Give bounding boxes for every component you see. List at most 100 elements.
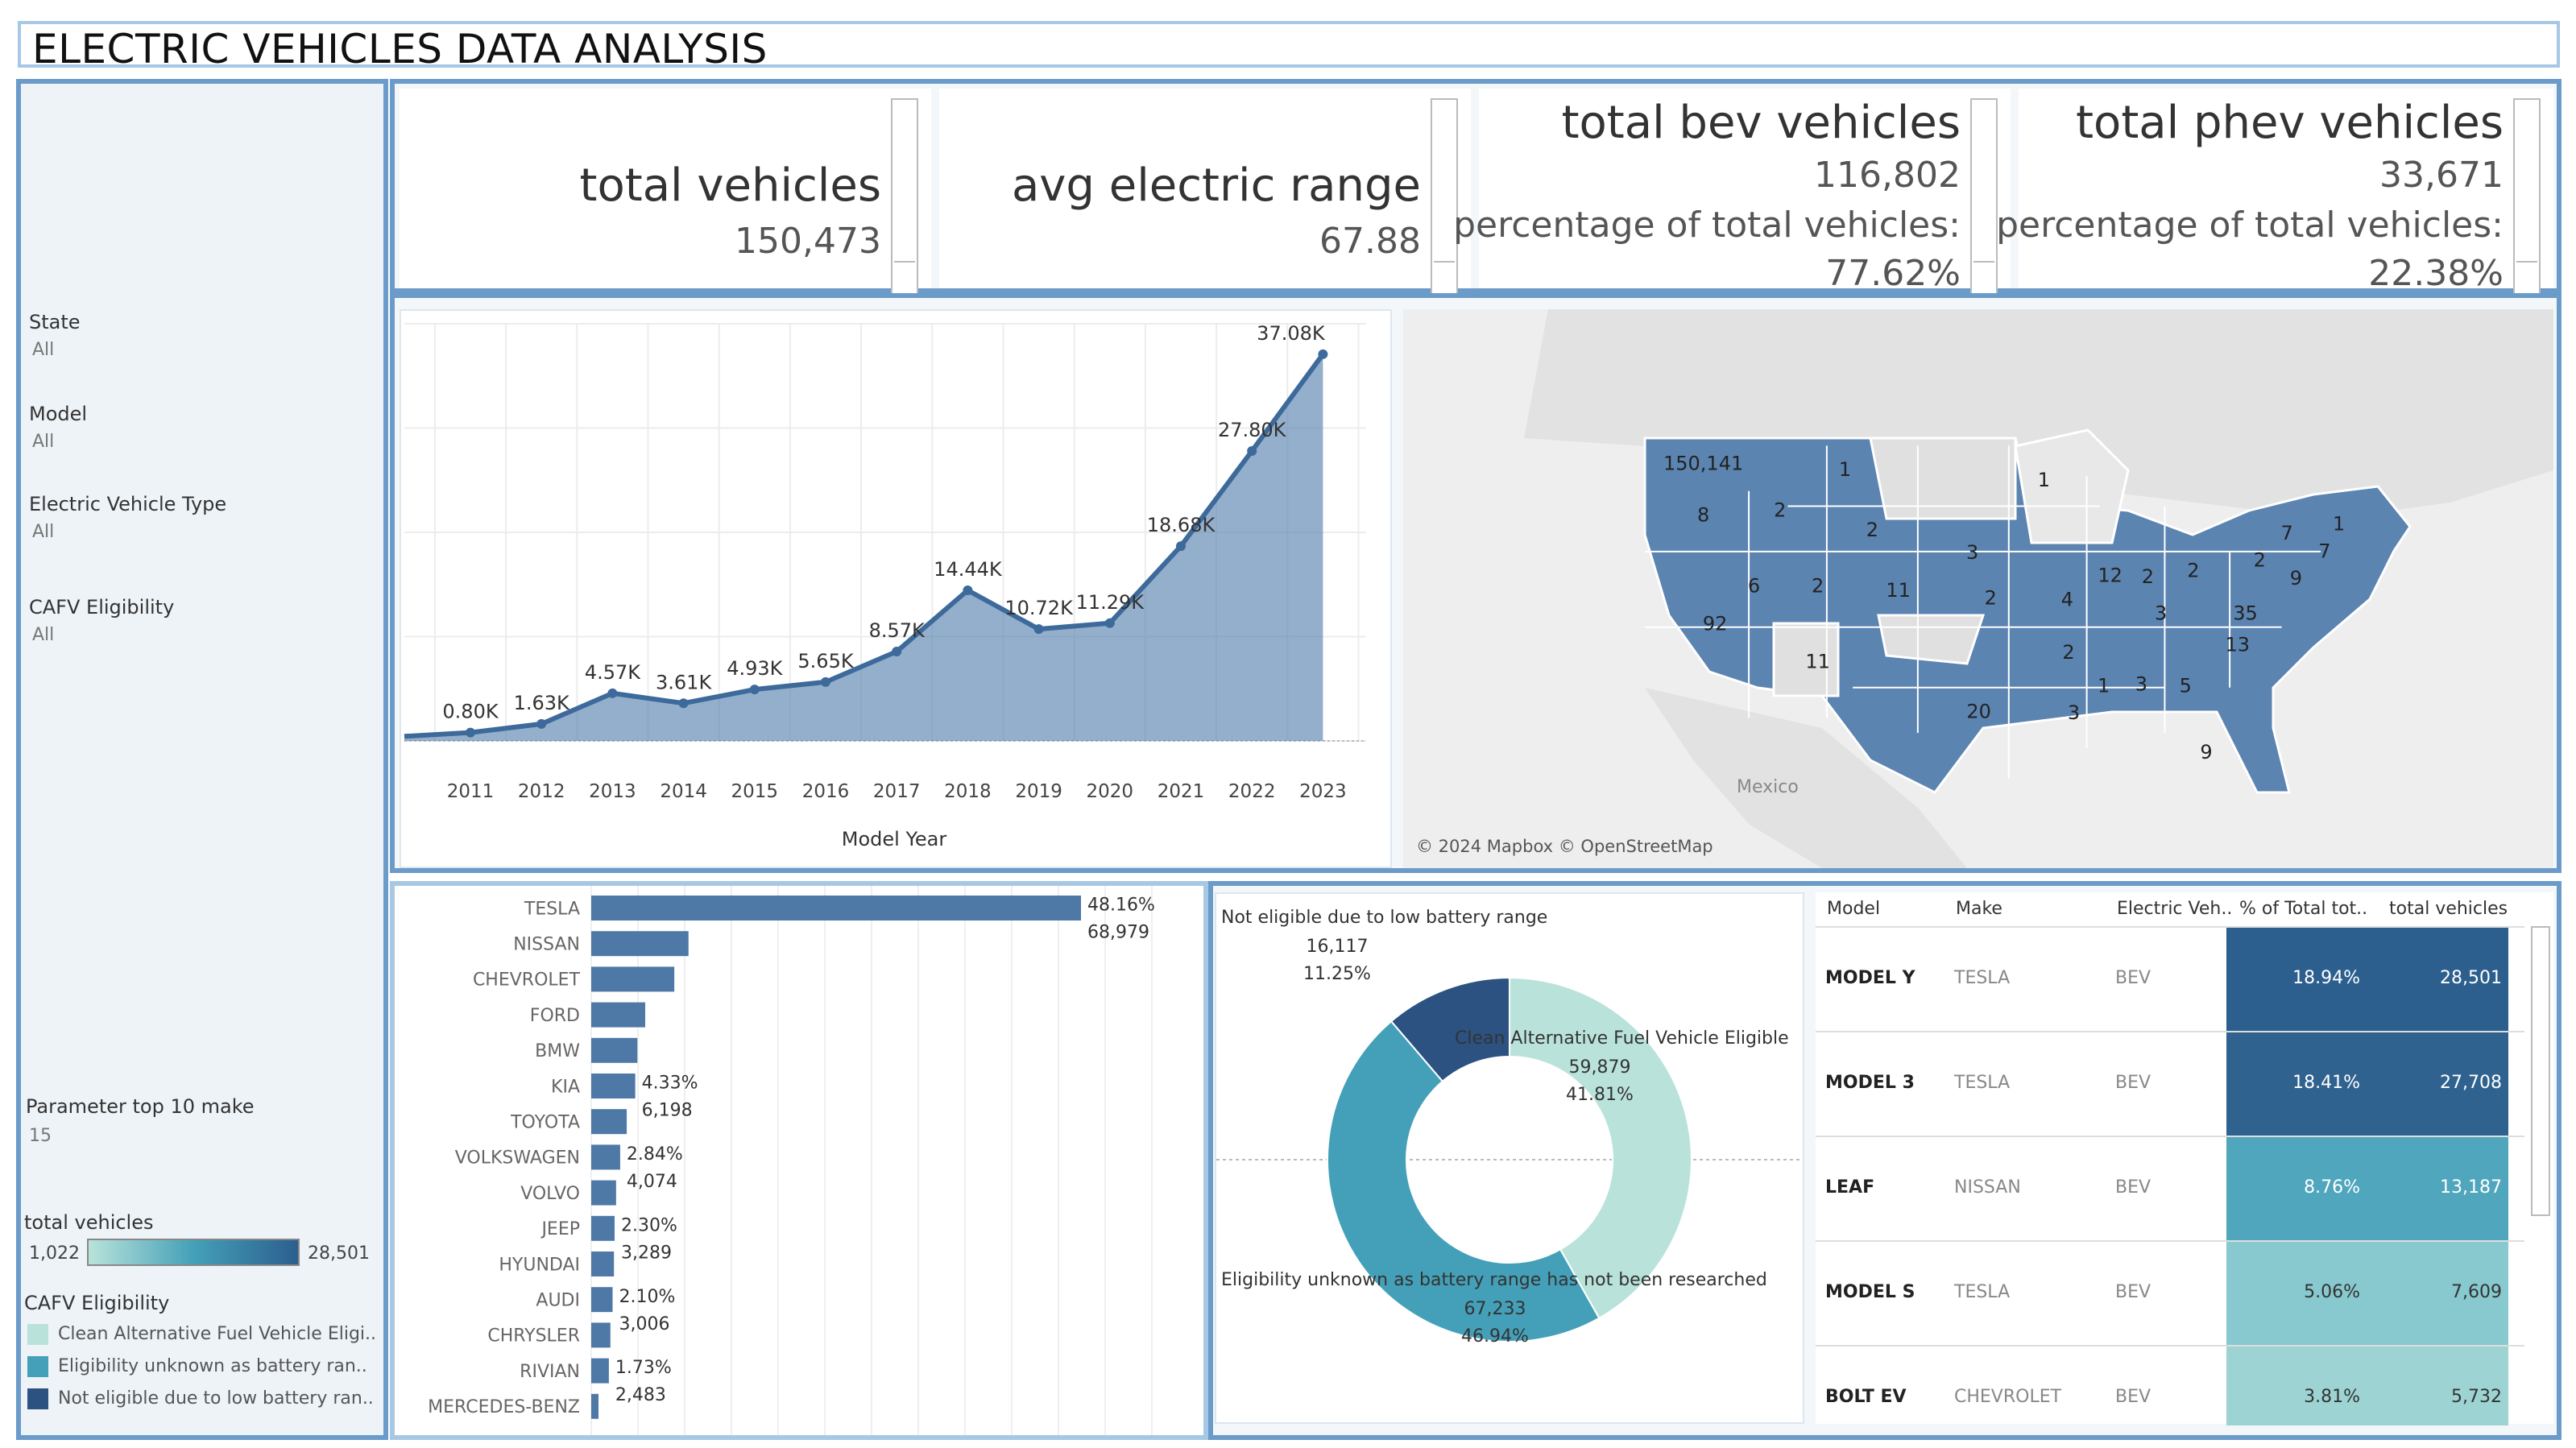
kpi-avg-range-card: avg electric range 67.88 — [939, 89, 1471, 295]
line-point-2016[interactable] — [821, 676, 830, 687]
line-point-2013[interactable] — [607, 688, 618, 698]
bar-volvo[interactable] — [591, 1180, 616, 1206]
map-state-label: 7 — [2318, 540, 2330, 562]
page-title: ELECTRIC VEHICLES DATA ANALYSIS — [32, 26, 768, 72]
table-row[interactable]: BOLT EV CHEVROLET BEV 3.81% 5,732 — [1816, 1345, 2524, 1425]
table-scrollbar[interactable] — [2531, 926, 2550, 1216]
line-point-2022[interactable] — [1247, 445, 1257, 456]
bar-toyota[interactable] — [591, 1109, 627, 1135]
line-point-2021[interactable] — [1176, 541, 1186, 552]
line-point-2020[interactable] — [1104, 618, 1115, 628]
bar-hyundai[interactable] — [591, 1251, 615, 1276]
model-year-area-chart[interactable]: 0.80K 2011 1.63K 2012 4.57K 2013 3.61K 2014 4.93… — [401, 311, 1390, 867]
map-state-label: 9 — [2290, 567, 2302, 590]
color-legend-min: 1,022 — [29, 1243, 80, 1264]
kpi-total-scrollbar[interactable] — [891, 98, 918, 295]
top-makes-panel: TESLA 48.16% 68,979 NISSAN CHEVROLET FORD BMW K… — [390, 881, 1208, 1440]
kpi-range-scrollbar[interactable] — [1431, 98, 1458, 295]
table-row[interactable]: MODEL 3 TESLA BEV 18.41% 27,708 — [1816, 1031, 2524, 1136]
filter-sidebar: State All Model All Electric Vehicle Typ… — [16, 79, 388, 1440]
table-cell-pct: 5.06% — [2304, 1282, 2360, 1302]
bar-chevrolet[interactable] — [591, 966, 675, 992]
map-state-label: 7 — [2280, 522, 2292, 544]
bar-kia[interactable] — [591, 1074, 636, 1098]
bar-category-hyundai: HYUNDAI — [499, 1255, 580, 1275]
bar-bmw[interactable] — [591, 1037, 638, 1063]
table-cell-ev-type: BEV — [2115, 1073, 2151, 1093]
top-makes-bar-chart[interactable]: TESLA 48.16% 68,979 NISSAN CHEVROLET FORD BMW K… — [395, 886, 1203, 1435]
kpi-bev-scrollbar[interactable] — [1970, 98, 1998, 295]
color-legend-label: total vehicles — [24, 1211, 154, 1234]
map-state-label: 3 — [2155, 602, 2167, 624]
bar-category-volvo: VOLVO — [520, 1184, 580, 1204]
kpi-phev-scrollbar[interactable] — [2513, 98, 2541, 295]
table-header-pct-total[interactable]: % of Total tot.. — [2239, 899, 2368, 919]
bar-ford[interactable] — [591, 1002, 645, 1028]
map-state-label: 2 — [1866, 519, 1878, 541]
bar-nissan[interactable] — [591, 931, 689, 957]
line-point-2011[interactable] — [466, 727, 475, 738]
filter-model-label: Model — [29, 403, 88, 425]
line-data-label-2012: 1.63K — [514, 692, 570, 714]
line-x-tick-2013: 2013 — [589, 781, 636, 802]
table-cell-model: MODEL S — [1825, 1282, 1915, 1302]
table-cell-total: 28,501 — [2440, 968, 2502, 988]
bar-mercedes-benz[interactable] — [591, 1393, 599, 1419]
line-x-tick-2012: 2012 — [518, 781, 565, 802]
kpi-bev-value: 116,802 — [1814, 155, 1961, 196]
line-point-2019[interactable] — [1033, 624, 1044, 635]
filter-model-value[interactable]: All — [32, 432, 55, 452]
filter-ev-type-value[interactable]: All — [32, 522, 55, 542]
bar-rivian[interactable] — [591, 1358, 609, 1384]
table-header-make[interactable]: Make — [1956, 899, 2002, 919]
table-header-ev-type[interactable]: Electric Veh.. — [2117, 899, 2233, 919]
line-chart-line — [404, 353, 1325, 739]
line-point-2017[interactable] — [892, 647, 902, 657]
line-data-label-2016: 5.65K — [797, 650, 854, 672]
bar-pct-label-tesla: 48.16% — [1087, 896, 1155, 916]
cafv-legend-item-not-eligible[interactable]: Not eligible due to low battery ran.. — [58, 1388, 374, 1409]
table-row[interactable]: MODEL Y TESLA BEV 18.94% 28,501 — [1816, 926, 2524, 1031]
filter-state-value[interactable]: All — [32, 340, 55, 360]
line-data-label-2021: 18.68K — [1147, 514, 1216, 536]
donut-label-unknown: Eligibility unknown as battery range has… — [1221, 1270, 1767, 1290]
donut-slice-0[interactable] — [1509, 976, 1692, 1320]
line-point-2023[interactable] — [1318, 349, 1328, 359]
color-legend-gradient — [87, 1239, 300, 1266]
map-state-label: 6 — [1748, 575, 1760, 598]
line-point-2018[interactable] — [963, 585, 973, 596]
donut-slice-1[interactable] — [1327, 1020, 1601, 1343]
bar-volkswagen[interactable] — [591, 1144, 620, 1170]
donut-slice-2[interactable] — [1389, 976, 1510, 1083]
kpi-phev-card: total phev vehicles 33,671 percentage of… — [1996, 89, 2553, 295]
cafv-legend-item-unknown[interactable]: Eligibility unknown as battery ran.. — [58, 1356, 367, 1376]
table-cell-make: CHEVROLET — [1954, 1387, 2062, 1407]
table-row[interactable]: LEAF NISSAN BEV 8.76% 13,187 — [1816, 1136, 2524, 1240]
map-state-label: 2 — [1774, 499, 1786, 522]
table-cell-make: TESLA — [1954, 968, 2011, 988]
table-row[interactable]: MODEL S TESLA BEV 5.06% 7,609 — [1816, 1240, 2524, 1345]
map-country-label-mexico: Mexico — [1737, 777, 1799, 797]
line-point-2015[interactable] — [749, 685, 760, 695]
map-state-nodata-oklahoma — [1877, 614, 1986, 665]
table-header-total-vehicles[interactable]: total vehicles — [2389, 899, 2508, 919]
us-state-map-panel[interactable]: 150,141 8 2 1 2 6 92 2 11 11 3 2 20 1 4 2 3 12 2 2 3 1 3 5 9 13 35… — [1403, 309, 2553, 868]
kpi-phev-value: 33,671 — [2379, 155, 2504, 196]
map-state-label: 1 — [2333, 513, 2345, 536]
map-state-label: 4 — [2061, 588, 2073, 610]
cafv-legend-item-eligible[interactable]: Clean Alternative Fuel Vehicle Eligi.. — [58, 1324, 377, 1344]
table-cell-model: BOLT EV — [1825, 1387, 1907, 1407]
table-header-model[interactable]: Model — [1827, 899, 1881, 919]
filter-cafv-value[interactable]: All — [32, 625, 55, 645]
line-point-2014[interactable] — [678, 698, 689, 709]
bar-audi[interactable] — [591, 1287, 613, 1313]
map-state-label: 9 — [2200, 741, 2212, 763]
line-point-2012[interactable] — [536, 718, 547, 729]
parameter-value[interactable]: 15 — [29, 1126, 52, 1146]
cafv-donut-chart[interactable]: Not eligible due to low battery range 16… — [1216, 894, 1803, 1422]
bar-jeep[interactable] — [591, 1215, 615, 1241]
bar-tesla[interactable] — [591, 896, 1081, 921]
bar-chrysler[interactable] — [591, 1322, 611, 1348]
filter-cafv-label: CAFV Eligibility — [29, 596, 175, 619]
